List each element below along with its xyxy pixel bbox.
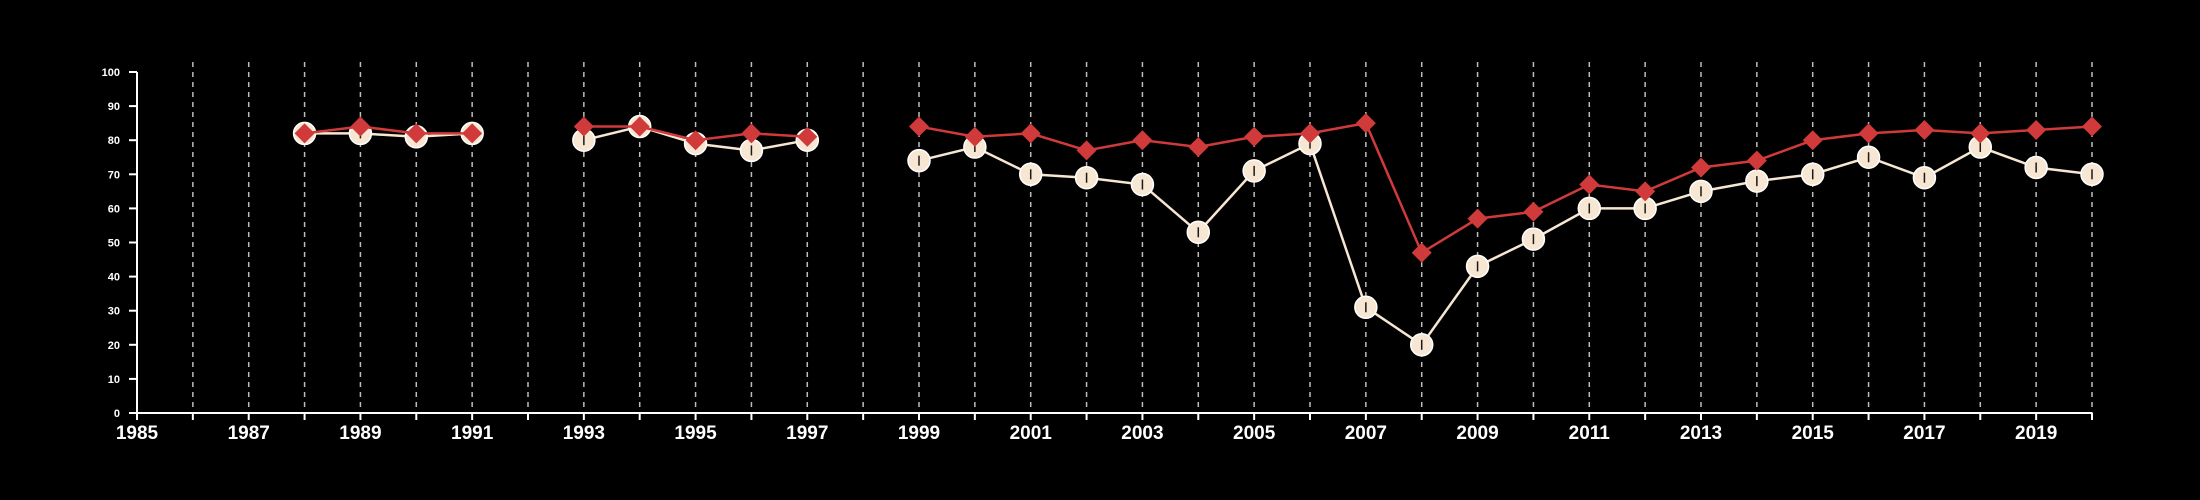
x-tick-label: 1985 (116, 423, 159, 444)
x-tick-label: 2007 (1345, 423, 1387, 444)
data-point-diamond (462, 123, 483, 144)
y-tick-label: 80 (108, 135, 120, 147)
data-point-diamond (1523, 201, 1544, 222)
x-tick-label: 1997 (786, 423, 828, 444)
y-tick-label: 10 (108, 374, 120, 386)
data-point-diamond (1188, 137, 1209, 158)
axes: 1985 1987 1989 1991 1993 1995 1997 1999 2001 2003… (102, 67, 2093, 444)
x-tick-label: 1999 (898, 423, 940, 444)
data-point-diamond (294, 123, 315, 144)
data-point-diamond (1858, 123, 1879, 144)
data-point-diamond (797, 126, 818, 147)
y-tick-label: 90 (108, 101, 120, 113)
x-tick-label: 2001 (1010, 423, 1053, 444)
data-point-diamond (1914, 119, 1935, 140)
series-layer (292, 113, 2104, 357)
data-point-diamond (1970, 123, 1991, 144)
x-tick-label: 2015 (1792, 423, 1835, 444)
y-tick-label: 60 (108, 203, 120, 215)
x-tick-label: 2013 (1680, 423, 1722, 444)
y-tick-label: 20 (108, 340, 120, 352)
data-point-diamond (1802, 130, 1823, 151)
data-point-diamond (909, 116, 929, 137)
data-point-diamond (1467, 208, 1488, 229)
x-tick-label: 2009 (1456, 423, 1498, 444)
data-point-diamond (1132, 130, 1153, 151)
x-tick-label: 2017 (1903, 423, 1945, 444)
series-line-circle (918, 141, 2093, 347)
data-point-diamond (2026, 119, 2047, 140)
data-point-diamond (406, 123, 427, 144)
x-tick-label: 2019 (2015, 423, 2057, 444)
x-tick-label: 2005 (1233, 423, 1276, 444)
data-point-diamond (964, 126, 985, 147)
data-point-diamond (1746, 150, 1767, 171)
y-tick-label: 50 (108, 238, 120, 250)
gridlines (192, 62, 2093, 413)
y-tick-label: 100 (102, 67, 120, 79)
series-diamond (294, 113, 2102, 263)
data-point-diamond (1020, 123, 1041, 144)
data-point-diamond (1691, 157, 1711, 178)
data-point-diamond (1355, 113, 1376, 134)
x-tick-label: 1989 (339, 423, 381, 444)
y-tick-label: 0 (114, 408, 120, 420)
series-circle (292, 114, 2104, 357)
x-tick-label: 1987 (228, 423, 270, 444)
x-tick-label: 1993 (563, 423, 605, 444)
data-point-diamond (350, 116, 371, 137)
data-point-diamond (1411, 242, 1432, 263)
data-point-diamond (2082, 116, 2102, 137)
data-point-diamond (1579, 174, 1600, 195)
x-tick-label: 2011 (1569, 423, 1611, 444)
data-point-diamond (685, 130, 706, 151)
y-tick-label: 70 (108, 169, 120, 181)
data-point-diamond (1635, 181, 1656, 202)
data-point-diamond (1300, 123, 1320, 144)
x-tick-label: 2003 (1121, 423, 1163, 444)
y-tick-label: 40 (108, 272, 120, 284)
data-point-diamond (1244, 126, 1265, 147)
data-point-diamond (1076, 140, 1097, 161)
data-point-diamond (573, 116, 594, 137)
series-line-circle (304, 132, 473, 139)
series-line-diamond (304, 125, 473, 135)
series-line-diamond (918, 121, 2093, 255)
data-point-diamond (741, 123, 762, 144)
x-tick-label: 1995 (674, 423, 717, 444)
y-tick-label: 30 (108, 306, 120, 318)
data-point-diamond (629, 116, 650, 137)
x-tick-label: 1991 (451, 423, 494, 444)
